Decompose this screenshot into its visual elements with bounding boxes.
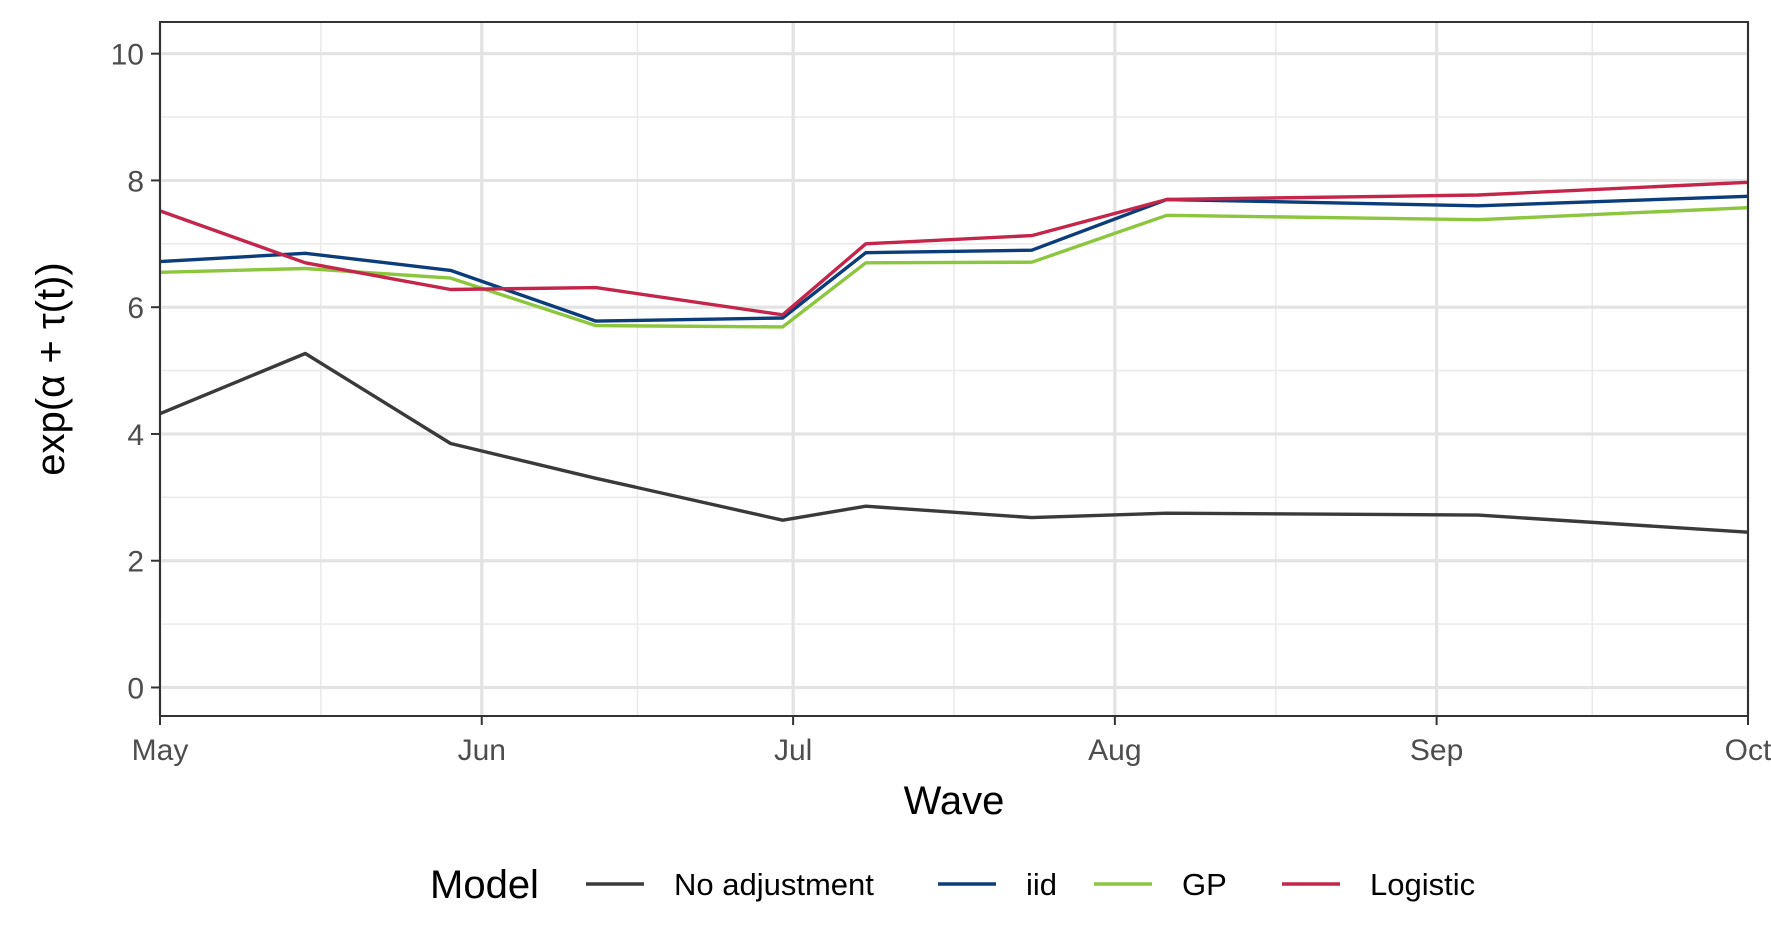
legend-label-gp: GP bbox=[1182, 867, 1227, 902]
plot-panel-border bbox=[159, 21, 1749, 717]
series-line-iid bbox=[159, 194, 1749, 323]
x-tick-label: Aug bbox=[1088, 734, 1141, 767]
y-axis-title: exp(α + τ(t)) bbox=[29, 262, 73, 475]
x-tick-label: May bbox=[132, 734, 189, 767]
series-line-no-adjustment bbox=[159, 351, 1749, 534]
series-lines bbox=[159, 180, 1749, 534]
legend-label-no-adjustment: No adjustment bbox=[674, 867, 874, 902]
y-axis-ticks: 0 2 4 6 8 10 bbox=[111, 39, 160, 705]
y-tick-label: 10 bbox=[111, 39, 144, 72]
series-line-gp bbox=[159, 206, 1749, 329]
y-tick-label: 0 bbox=[127, 672, 144, 705]
legend-label-iid: iid bbox=[1026, 867, 1057, 902]
y-tick-label: 4 bbox=[127, 419, 144, 452]
x-axis-ticks: May Jun Jul Aug Sep Oct bbox=[132, 716, 1771, 767]
minor-gridlines bbox=[160, 22, 1748, 716]
x-tick-label: Jun bbox=[458, 734, 506, 767]
legend: Model No adjustment iid GP Logistic bbox=[430, 863, 1475, 907]
x-tick-label: Jul bbox=[774, 734, 812, 767]
legend-title: Model bbox=[430, 863, 539, 907]
x-tick-label: Oct bbox=[1725, 734, 1771, 767]
series-line-logistic bbox=[159, 180, 1749, 317]
y-tick-label: 6 bbox=[127, 292, 144, 325]
legend-label-logistic: Logistic bbox=[1370, 867, 1475, 902]
x-tick-label: Sep bbox=[1410, 734, 1463, 767]
y-tick-label: 2 bbox=[127, 546, 144, 579]
x-axis-title: Wave bbox=[904, 779, 1005, 823]
y-tick-label: 8 bbox=[127, 165, 144, 198]
